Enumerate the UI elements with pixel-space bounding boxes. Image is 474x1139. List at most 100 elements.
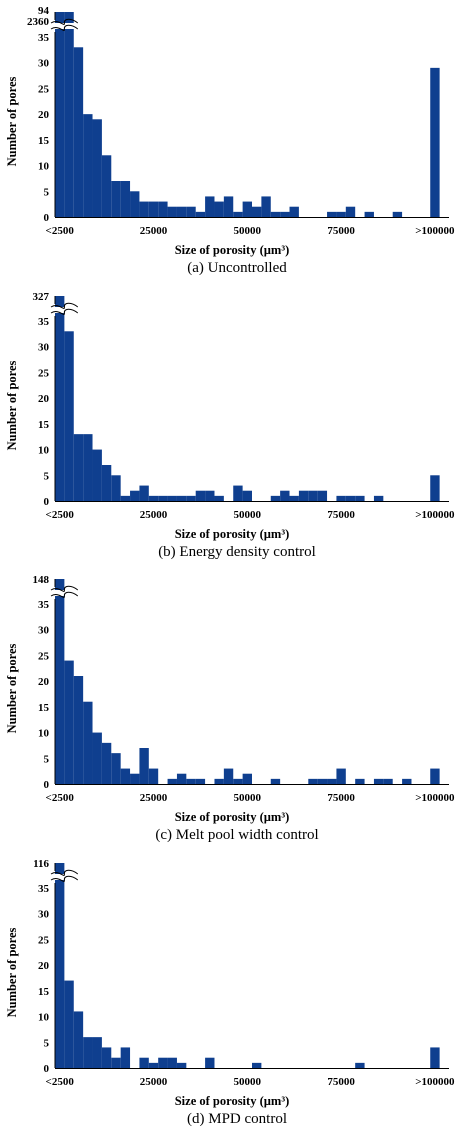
y-tick-label: 0 xyxy=(44,779,50,791)
histogram-bar xyxy=(55,12,65,217)
y-tick-label: 30 xyxy=(38,625,50,637)
y-tick-label: 5 xyxy=(44,186,50,198)
histogram-bar xyxy=(345,495,356,501)
histogram-bar xyxy=(111,181,121,217)
y-tick-label: 0 xyxy=(44,1063,50,1075)
histogram-bar xyxy=(167,778,177,784)
histogram-bar xyxy=(270,495,281,501)
histogram-bar xyxy=(176,495,187,501)
x-axis-title: Size of porosity (µm³) xyxy=(175,527,290,541)
histogram-bar xyxy=(101,742,112,784)
y-tick-label: 25 xyxy=(38,934,50,946)
y-axis-title: Number of pores xyxy=(5,643,19,733)
histogram-bar xyxy=(392,211,403,217)
x-tick-label: 25000 xyxy=(140,225,168,237)
axis-break-mark xyxy=(50,585,79,592)
y-tick-label: 20 xyxy=(38,960,50,972)
y-tick-label: 25 xyxy=(38,650,50,662)
x-tick-label: 25000 xyxy=(140,792,168,804)
histogram-bar xyxy=(355,1062,365,1068)
y-axis-title: Number of pores xyxy=(5,927,19,1017)
histogram-bar xyxy=(195,490,206,501)
histogram-bar xyxy=(83,114,93,217)
y-break-label: 116 xyxy=(33,858,49,870)
histogram-bar xyxy=(186,495,196,501)
axis-break-mark xyxy=(50,24,79,31)
y-tick-label: 20 xyxy=(38,676,50,688)
histogram-bar xyxy=(336,495,346,501)
histogram-bar xyxy=(111,475,121,501)
x-axis-title: Size of porosity (µm³) xyxy=(175,810,290,824)
histogram-bar xyxy=(205,196,215,217)
x-tick-label: <2500 xyxy=(46,1076,75,1088)
y-tick-label: 35 xyxy=(38,883,50,895)
histogram-bar xyxy=(336,768,346,784)
axis-break-band xyxy=(51,307,78,313)
histogram-bar xyxy=(167,495,177,501)
histogram-bar xyxy=(92,1037,102,1068)
x-tick-label: >100000 xyxy=(415,225,455,237)
histogram-bar xyxy=(101,1047,112,1068)
x-tick-label: 25000 xyxy=(140,509,168,521)
histogram-bar xyxy=(261,196,271,217)
histogram-bar xyxy=(148,768,159,784)
histogram-bar xyxy=(252,206,262,217)
y-axis-title: Number of pores xyxy=(5,76,19,166)
histogram-bar xyxy=(64,12,74,217)
x-axis-title: Size of porosity (µm³) xyxy=(175,243,290,257)
histogram-bar xyxy=(139,748,149,784)
histogram-bar xyxy=(55,296,65,501)
y-tick-label: 15 xyxy=(38,986,50,998)
y-tick-label: 15 xyxy=(38,135,50,147)
histogram-bar xyxy=(148,1062,159,1068)
histogram-bar xyxy=(176,206,187,217)
y-tick-label: 35 xyxy=(38,316,50,328)
histogram-bar xyxy=(327,211,337,217)
x-tick-label: 50000 xyxy=(234,792,262,804)
histogram-bar xyxy=(101,465,112,501)
histogram-bar xyxy=(233,778,243,784)
histogram-bar xyxy=(92,449,102,501)
histogram-bar xyxy=(298,490,309,501)
chart-caption: (c) Melt pool width control xyxy=(155,827,319,843)
histogram-bar xyxy=(158,201,168,217)
histogram-bar xyxy=(73,1011,84,1068)
histogram-bar xyxy=(336,211,346,217)
histogram-bar xyxy=(214,778,224,784)
y-break-label: 327 xyxy=(33,291,50,303)
axis-break-band xyxy=(51,23,78,29)
histogram-bar xyxy=(83,701,93,784)
y-tick-label: 25 xyxy=(38,367,50,379)
histogram-bar xyxy=(308,778,318,784)
histogram-bar xyxy=(373,778,384,784)
x-tick-label: 25000 xyxy=(140,1076,168,1088)
y-tick-label: 25 xyxy=(38,83,50,95)
y-tick-label: 20 xyxy=(38,109,50,121)
histogram-bar xyxy=(289,495,299,501)
y-tick-label: 30 xyxy=(38,58,50,70)
histogram-bar xyxy=(64,980,74,1068)
histogram-bar xyxy=(111,1057,121,1068)
y-tick-label: 10 xyxy=(38,161,50,173)
y-break-label: 94 xyxy=(38,5,50,17)
histogram-bar xyxy=(373,495,384,501)
chart-panel-b: 0 5 10 15 20 25 30 35 327 <2500 25000 50000 75000 >10… xyxy=(0,284,474,567)
histogram-bar xyxy=(233,485,243,501)
histogram-bar xyxy=(252,1062,262,1068)
histogram-bar xyxy=(73,676,84,784)
histogram-bar xyxy=(148,495,159,501)
y-tick-label: 10 xyxy=(38,1012,50,1024)
chart-caption: (d) MPD control xyxy=(187,1111,287,1127)
histogram-bar xyxy=(139,1057,149,1068)
histogram-bar xyxy=(233,211,243,217)
histogram-bar xyxy=(167,206,177,217)
histogram-bar xyxy=(355,495,365,501)
histogram-bar xyxy=(430,768,440,784)
histogram-bar xyxy=(92,732,102,784)
y-break-label: 2360 xyxy=(27,16,50,28)
histogram-bar xyxy=(280,211,290,217)
histogram-bar xyxy=(186,206,196,217)
y-tick-label: 20 xyxy=(38,393,50,405)
histogram-bar xyxy=(64,331,74,501)
axis-break-mark xyxy=(50,302,79,309)
